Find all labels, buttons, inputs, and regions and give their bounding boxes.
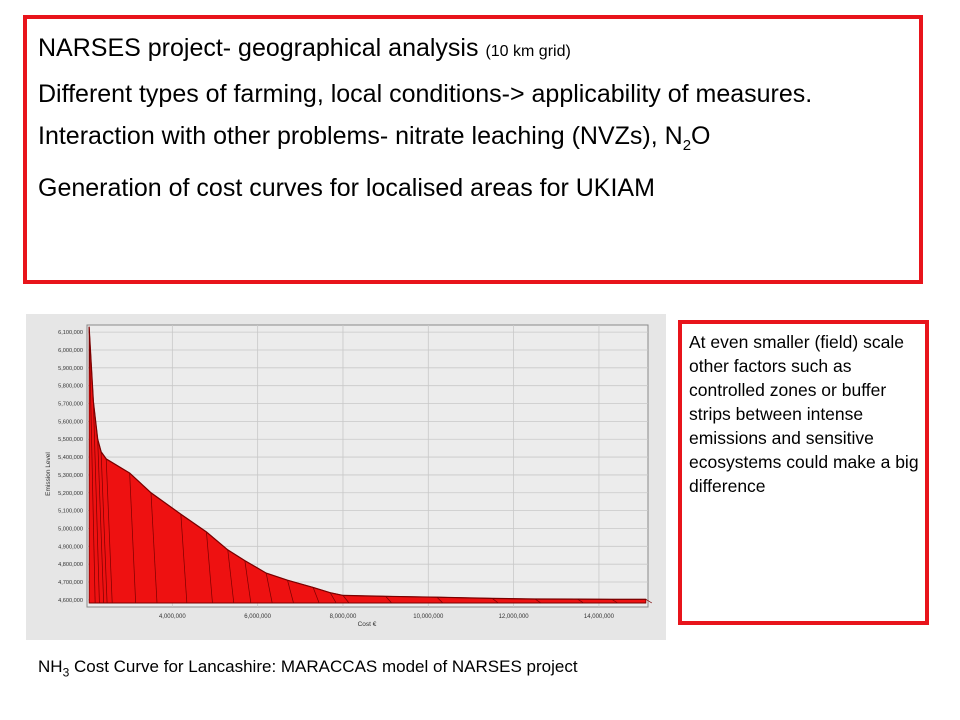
y-tick-label: 5,900,000 (58, 366, 83, 372)
segment-divider (88, 326, 96, 604)
segment-divider (150, 492, 158, 604)
segment-divider (342, 595, 350, 604)
segment-divider (611, 599, 618, 604)
x-tick-label: 8,000,000 (330, 614, 357, 620)
segment-divider (129, 473, 137, 604)
y-tick-label: 5,500,000 (58, 437, 83, 443)
caption-prefix: NH (38, 657, 63, 676)
x-tick-label: 14,000,000 (584, 614, 615, 620)
intro-box: NARSES project- geographical analysis (1… (23, 15, 923, 284)
y-tick-label: 5,600,000 (58, 419, 83, 425)
title-line: NARSES project- geographical analysis (1… (38, 33, 919, 67)
segment-divider (100, 451, 108, 604)
segment-divider (385, 596, 392, 604)
caption-text: Cost Curve for Lancashire: MARACCAS mode… (69, 657, 578, 676)
y-tick-label: 4,600,000 (58, 598, 83, 604)
interaction-text: Interaction with other problems- nitrate… (38, 122, 683, 150)
segment-divider (105, 458, 113, 604)
segment-divider (180, 514, 188, 604)
x-tick-label: 6,000,000 (244, 614, 271, 620)
x-tick-label: 4,000,000 (159, 614, 186, 620)
segment-divider (206, 532, 213, 604)
segment-divider (312, 587, 320, 604)
y-tick-label: 4,800,000 (58, 562, 83, 568)
grid-lines (87, 325, 648, 607)
field-scale-text: At even smaller (field) scale other fact… (689, 332, 919, 496)
segment-divider (227, 549, 235, 604)
y-tick-label: 5,200,000 (58, 491, 83, 497)
title-main: NARSES project- geographical analysis (38, 34, 479, 62)
chart-caption: NH3 Cost Curve for Lancashire: MARACCAS … (38, 657, 578, 679)
segment-divider (492, 598, 499, 604)
interaction-end: O (691, 122, 711, 150)
y-tick-label: 5,000,000 (58, 526, 83, 532)
interaction-line: Interaction with other problems- nitrate… (38, 121, 919, 161)
y-tick-label: 5,700,000 (58, 402, 83, 408)
segment-divider (436, 596, 444, 604)
farming-line: Different types of farming, local condit… (38, 80, 813, 108)
y-tick-label: 4,700,000 (58, 580, 83, 586)
cost-curve-chart: 4,600,000 4,700,000 4,800,000 4,900,000 5,00… (26, 314, 666, 640)
segment-divider (93, 401, 100, 604)
segment-divider (244, 560, 252, 604)
segment-divider (534, 598, 542, 604)
x-tick-label: 10,000,000 (413, 614, 444, 620)
title-note: (10 km grid) (485, 43, 571, 60)
y-axis-label: Emission Level (45, 452, 52, 496)
x-tick-label: 12,000,000 (499, 614, 530, 620)
segment-divider (97, 439, 105, 604)
segment-divider (265, 573, 273, 604)
segment-divider (287, 580, 294, 604)
y-tick-label: 5,800,000 (58, 384, 83, 390)
y-tick-label: 5,100,000 (58, 509, 83, 515)
y-tick-label: 6,100,000 (58, 330, 83, 336)
tick-labels: 4,600,000 4,700,000 4,800,000 4,900,000 5,00… (58, 330, 615, 620)
segment-divider (645, 599, 653, 604)
cost-curves-line: Generation of cost curves for localised … (38, 174, 655, 202)
segment-divider (329, 592, 337, 604)
series-area (88, 326, 653, 604)
x-axis-label: Cost € (358, 621, 377, 628)
cost-curve-svg: 4,600,000 4,700,000 4,800,000 4,900,000 5,00… (26, 314, 666, 640)
y-tick-label: 5,300,000 (58, 473, 83, 479)
caption-subscript: 3 (62, 665, 70, 680)
field-scale-note: At even smaller (field) scale other fact… (678, 320, 929, 625)
y-tick-label: 6,000,000 (58, 348, 83, 354)
interaction-subscript: 2 (682, 137, 692, 154)
y-tick-label: 4,900,000 (58, 544, 83, 550)
y-tick-label: 5,400,000 (58, 455, 83, 461)
segment-divider (577, 598, 584, 604)
